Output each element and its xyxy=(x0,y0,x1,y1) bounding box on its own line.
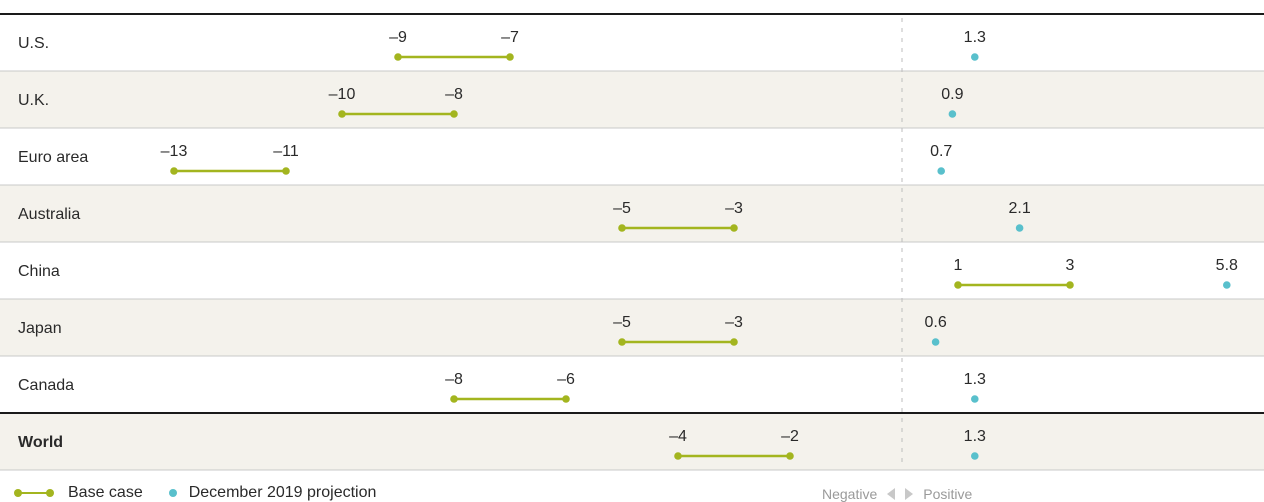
base-case-high-label: –3 xyxy=(725,200,743,217)
base-case-high-dot xyxy=(730,224,738,232)
base-case-low-label: –10 xyxy=(329,86,356,103)
projection-label: 5.8 xyxy=(1216,257,1238,274)
row-band xyxy=(0,299,1264,356)
row-world: World –4 –2 1.3 xyxy=(18,428,986,460)
projection-dot xyxy=(971,53,979,61)
base-case-high-label: –11 xyxy=(273,143,299,160)
projection-dot xyxy=(971,452,979,460)
row-euro-area: Euro area –13 –11 0.7 xyxy=(18,143,952,175)
base-case-low-dot xyxy=(450,395,458,403)
row-label: U.K. xyxy=(18,92,49,109)
base-case-high-label: –3 xyxy=(725,314,743,331)
base-case-high-dot xyxy=(282,167,290,175)
base-case-high-label: –7 xyxy=(501,29,519,46)
projection-label: 2.1 xyxy=(1008,200,1030,217)
base-case-low-label: –5 xyxy=(613,200,631,217)
base-case-high-dot xyxy=(562,395,570,403)
legend: Base case December 2019 projection xyxy=(14,484,402,502)
base-case-low-label: –5 xyxy=(613,314,631,331)
projection-dot xyxy=(1223,281,1231,289)
base-case-low-dot xyxy=(618,338,626,346)
row-u-s: U.S. –9 –7 1.3 xyxy=(18,29,986,61)
row-australia: Australia –5 –3 2.1 xyxy=(18,200,1031,232)
row-label: World xyxy=(18,434,63,451)
positive-label: Positive xyxy=(923,486,973,502)
range-dot-chart: U.S. –9 –7 1.3 U.K. –10 –8 0.9 Euro area –13 –11 0.… xyxy=(0,13,1264,471)
base-case-high-label: –8 xyxy=(445,86,463,103)
row-japan: Japan –5 –3 0.6 xyxy=(18,314,947,346)
projection-dot xyxy=(931,338,940,346)
projection-label: 0.7 xyxy=(930,143,952,160)
row-band xyxy=(0,71,1264,128)
base-case-swatch xyxy=(14,488,54,498)
projection-swatch xyxy=(168,489,177,497)
base-case-low-label: –8 xyxy=(445,371,463,388)
row-band xyxy=(0,413,1264,470)
projection-label: 0.6 xyxy=(924,314,946,331)
arrow-right-icon xyxy=(905,488,914,500)
negative-label: Negative xyxy=(822,486,878,502)
row-u-k: U.K. –10 –8 0.9 xyxy=(18,86,964,118)
row-label: U.S. xyxy=(18,35,49,52)
projection-label: 0.9 xyxy=(941,86,963,103)
base-case-high-dot xyxy=(450,110,458,118)
row-china: China 1 3 5.8 xyxy=(18,257,1238,289)
base-case-low-label: –13 xyxy=(161,143,188,160)
legend-projection-label: December 2019 projection xyxy=(188,484,377,501)
row-label: China xyxy=(18,263,60,280)
row-band xyxy=(0,185,1264,242)
legend-base-case-label: Base case xyxy=(68,484,143,501)
base-case-high-label: –2 xyxy=(781,428,799,445)
projection-dot xyxy=(937,167,945,175)
base-case-low-label: 1 xyxy=(954,257,963,274)
legend-projection: December 2019 projection xyxy=(168,484,377,502)
base-case-low-label: –9 xyxy=(389,29,407,46)
projection-label: 1.3 xyxy=(964,371,986,388)
row-canada: Canada –8 –6 1.3 xyxy=(18,371,986,403)
base-case-low-label: –4 xyxy=(669,428,687,445)
legend-base-case: Base case xyxy=(14,484,143,502)
base-case-low-dot xyxy=(618,224,626,232)
base-case-low-dot xyxy=(394,53,402,61)
base-case-high-dot xyxy=(1066,281,1074,289)
arrow-left-icon xyxy=(887,488,896,500)
projection-dot xyxy=(948,110,957,118)
base-case-high-label: 3 xyxy=(1066,257,1075,274)
projection-dot xyxy=(971,395,979,403)
base-case-low-dot xyxy=(674,452,682,460)
base-case-high-dot xyxy=(506,53,514,61)
base-case-low-dot xyxy=(954,281,962,289)
row-label: Euro area xyxy=(18,149,88,166)
projection-label: 1.3 xyxy=(964,29,986,46)
base-case-high-label: –6 xyxy=(557,371,575,388)
base-case-high-dot xyxy=(786,452,794,460)
projection-label: 1.3 xyxy=(964,428,986,445)
base-case-low-dot xyxy=(338,110,346,118)
direction-indicator: Negative Positive xyxy=(822,486,972,502)
base-case-low-dot xyxy=(170,167,178,175)
row-label: Canada xyxy=(18,377,74,394)
base-case-high-dot xyxy=(730,338,738,346)
row-label: Australia xyxy=(18,206,80,223)
row-label: Japan xyxy=(18,320,62,337)
projection-dot xyxy=(1015,224,1024,232)
